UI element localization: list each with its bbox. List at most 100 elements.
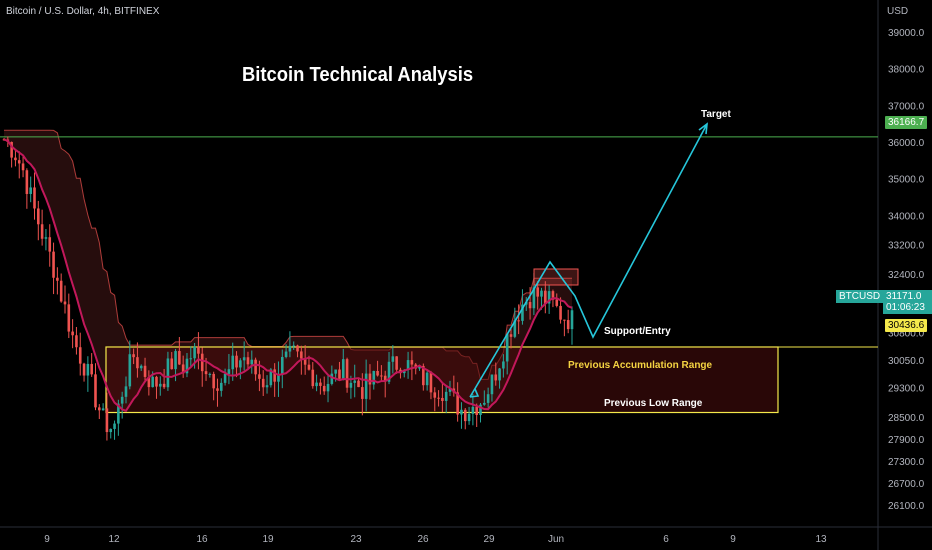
candle-body	[189, 358, 193, 360]
last-price-value: 31171.0	[886, 291, 922, 302]
y-tick-label: 32400.0	[888, 270, 925, 281]
candle-body	[357, 380, 360, 388]
y-tick-label: 39000.0	[888, 28, 925, 39]
candle-body	[540, 290, 543, 297]
candle-body	[277, 373, 280, 382]
candle-body	[486, 394, 490, 403]
candle-body	[261, 378, 265, 388]
candle-body	[349, 382, 353, 388]
x-tick-label: 19	[262, 534, 274, 545]
candle-body	[521, 304, 524, 321]
candle-body	[101, 408, 105, 411]
candle-body	[536, 287, 539, 297]
y-tick-label: 36000.0	[888, 138, 925, 149]
candle-body	[280, 356, 284, 374]
x-tick-label: 6	[663, 534, 669, 545]
candle-body	[86, 363, 90, 376]
candle-body	[319, 382, 322, 386]
candle-body	[566, 320, 570, 330]
projection-path	[469, 123, 708, 398]
candle-body	[48, 237, 52, 252]
candle-body	[197, 346, 200, 354]
candle-body	[25, 170, 29, 194]
candle-body	[208, 373, 212, 375]
y-tick-label: 33200.0	[888, 241, 925, 252]
candle-body	[132, 354, 135, 358]
candle-body	[147, 376, 151, 388]
candle-body	[326, 383, 330, 392]
candle-body	[570, 310, 574, 330]
candle-body	[56, 277, 59, 281]
candle-body	[44, 237, 48, 239]
candle-body	[547, 291, 551, 304]
ticker-badge: BTCUSD	[836, 290, 884, 303]
candle-body	[505, 334, 509, 362]
candle-body	[139, 365, 143, 369]
candle-body	[14, 157, 17, 161]
candle-body	[269, 369, 273, 386]
candle-body	[410, 360, 414, 365]
candle-body	[227, 369, 231, 374]
y-tick-label: 30800.0	[888, 329, 925, 340]
projection-start-arrow	[469, 388, 480, 398]
support-annotation: Support/Entry	[604, 326, 671, 337]
candle-body	[105, 408, 109, 433]
candle-body	[490, 374, 494, 395]
y-tick-label: 28500.0	[888, 413, 925, 424]
moving-average-line	[3, 138, 573, 412]
candle-body	[113, 423, 116, 429]
candle-body	[109, 428, 113, 433]
chart-title: Bitcoin Technical Analysis	[242, 64, 474, 86]
candle-body	[166, 358, 170, 388]
candle-body	[406, 360, 410, 371]
candle-body	[162, 383, 166, 388]
candle-body	[204, 371, 208, 375]
candle-body	[59, 280, 63, 302]
y-tick-label: 30050.0	[888, 356, 925, 367]
y-tick-label: 27300.0	[888, 457, 925, 468]
y-tick-label: 38000.0	[888, 65, 925, 76]
projection-arrow	[698, 122, 708, 135]
candle-body	[383, 375, 387, 382]
candle-body	[460, 409, 463, 415]
candle-body	[178, 351, 181, 365]
target-price-badge: 36166.7	[885, 116, 928, 129]
candle-body	[341, 359, 345, 379]
candle-body	[551, 291, 555, 300]
candle-body	[239, 360, 242, 368]
candle-body	[181, 364, 185, 374]
candle-body	[361, 387, 364, 399]
y-tick-label: 26700.0	[888, 479, 925, 490]
candle-body	[242, 357, 246, 361]
candle-body	[391, 356, 395, 362]
candle-body	[311, 369, 315, 387]
candle-body	[559, 305, 562, 320]
candle-body	[433, 392, 437, 398]
candle-body	[372, 370, 376, 385]
currency-label: USD	[887, 6, 909, 17]
candle-body	[517, 320, 520, 322]
candle-body	[143, 365, 147, 377]
candle-body	[418, 365, 421, 369]
symbol-title: Bitcoin / U.S. Dollar, 4h, BITFINEX	[6, 6, 160, 17]
candle-body	[422, 365, 425, 386]
candle-body	[338, 369, 341, 379]
candle-body	[364, 373, 368, 399]
candle-body	[78, 347, 82, 364]
support-price-badge: 30436.6	[885, 319, 928, 332]
candle-body	[425, 372, 429, 386]
candle-body	[265, 385, 269, 388]
candle-body	[284, 351, 288, 357]
candle-body	[216, 388, 219, 391]
low-range-annotation: Previous Low Range	[604, 398, 703, 409]
candle-body	[395, 356, 398, 370]
candle-body	[471, 406, 475, 414]
candle-body	[532, 287, 536, 309]
candle-body	[563, 319, 566, 321]
x-tick-label: 9	[44, 534, 50, 545]
candle-body	[353, 380, 357, 383]
candle-body	[437, 397, 440, 399]
candle-body	[387, 361, 391, 382]
candle-body	[200, 353, 204, 372]
